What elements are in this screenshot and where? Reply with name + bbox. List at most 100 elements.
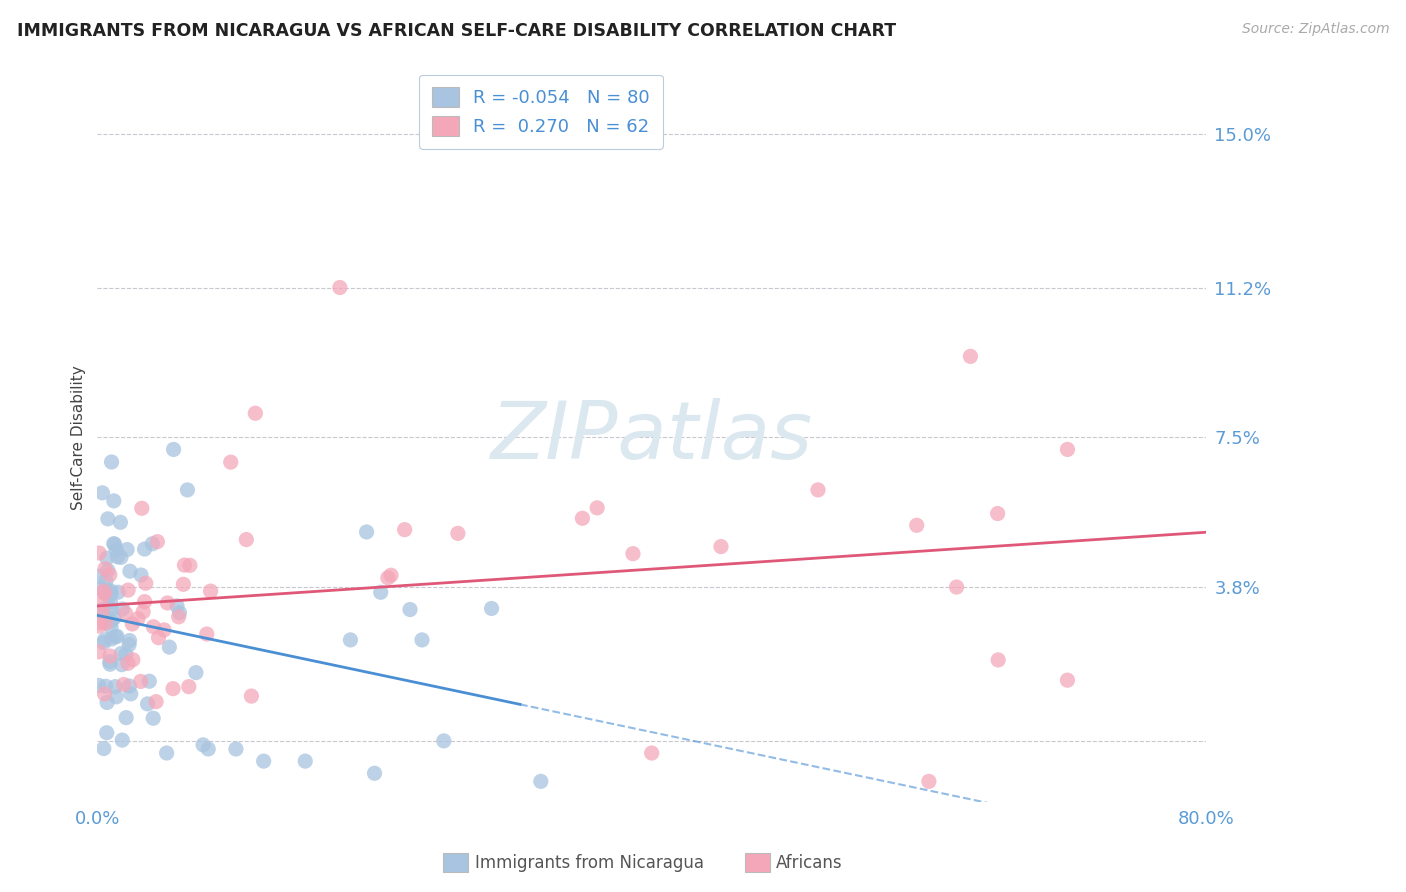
Point [121,617,143,632]
Point [363,766,385,780]
Point [91,602,114,616]
Point [100,614,122,628]
Point [481,601,503,615]
Point [200,584,222,599]
Point [142,620,165,634]
Point [114,607,136,621]
Point [235,533,257,547]
Point [380,568,402,582]
Point [145,695,167,709]
Point [100,596,122,610]
Point [103,611,125,625]
Point [103,494,125,508]
Point [104,537,127,551]
Point [127,612,149,626]
Point [96,582,118,597]
Point [94,562,117,576]
Text: Africans: Africans [776,854,842,871]
Point [148,631,170,645]
Point [225,742,247,756]
Point [195,627,218,641]
Point [100,584,122,599]
Point [93,586,115,600]
Point [98,567,121,582]
Point [115,711,138,725]
Point [117,583,139,598]
Point [166,599,188,613]
Point [97,512,120,526]
Point [100,602,122,616]
Point [138,674,160,689]
Point [394,523,416,537]
Point [103,536,125,550]
Point [987,653,1010,667]
Point [90,605,112,619]
Point [370,585,392,599]
Point [100,587,122,601]
Point [105,543,128,558]
Point [110,647,132,661]
Point [621,547,644,561]
Point [105,690,128,704]
Point [179,558,201,573]
Point [447,526,470,541]
Point [142,711,165,725]
Text: ZIPatlas: ZIPatlas [491,399,813,476]
Point [146,534,169,549]
Point [93,584,115,599]
Point [87,619,110,633]
Point [377,571,399,585]
Point [253,754,276,768]
Point [93,632,115,647]
Point [240,689,263,703]
Point [131,501,153,516]
Point [129,674,152,689]
Point [959,349,981,363]
Point [530,774,553,789]
Point [111,733,134,747]
Text: Immigrants from Nicaragua: Immigrants from Nicaragua [475,854,704,871]
Point [399,602,422,616]
Point [117,657,139,671]
Point [104,630,127,644]
Point [136,697,159,711]
Point [197,742,219,756]
Point [571,511,593,525]
Point [134,595,156,609]
Point [169,606,191,620]
Point [112,677,135,691]
Point [91,486,114,500]
Point [89,615,111,630]
Text: IMMIGRANTS FROM NICARAGUA VS AFRICAN SELF-CARE DISABILITY CORRELATION CHART: IMMIGRANTS FROM NICARAGUA VS AFRICAN SEL… [17,22,896,40]
Y-axis label: Self-Care Disability: Self-Care Disability [72,365,86,509]
Point [710,540,733,554]
Point [94,574,117,588]
Point [807,483,830,497]
Point [157,640,180,654]
Point [219,455,242,469]
Point [118,638,141,652]
Point [411,632,433,647]
Point [110,550,132,565]
Point [100,455,122,469]
Point [96,551,118,566]
Point [89,569,111,583]
Point [129,568,152,582]
Point [356,524,378,539]
Point [162,681,184,696]
Point [94,679,117,693]
Point [94,615,117,630]
Point [1056,673,1078,688]
Point [156,596,179,610]
Point [176,483,198,497]
Point [118,633,141,648]
Point [641,746,664,760]
Legend: R = -0.054   N = 80, R =  0.270   N = 62: R = -0.054 N = 80, R = 0.270 N = 62 [419,75,662,149]
Point [329,280,352,294]
Point [115,542,138,557]
Point [245,406,267,420]
Point [89,546,111,560]
Point [433,734,456,748]
Point [93,741,115,756]
Point [89,582,111,596]
